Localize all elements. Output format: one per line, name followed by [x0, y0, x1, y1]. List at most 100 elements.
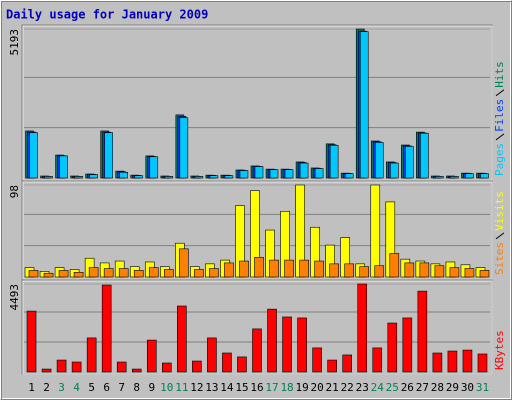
bar [148, 267, 159, 278]
bar [133, 270, 144, 278]
bar [252, 328, 262, 373]
x-tick-label: 9 [148, 381, 155, 394]
bar [207, 337, 217, 373]
y-tick-label: 98 [8, 185, 21, 198]
bar [432, 352, 443, 373]
bar [86, 337, 97, 373]
bar [420, 132, 429, 179]
bar [282, 316, 292, 373]
bar [299, 259, 309, 278]
x-tick-label: 29 [446, 381, 459, 394]
bar [254, 256, 264, 278]
x-tick-label: 18 [280, 381, 293, 394]
bar [119, 171, 129, 179]
x-tick-label: 8 [133, 381, 140, 394]
bar [370, 184, 381, 278]
bar [73, 272, 84, 278]
bar [299, 162, 309, 179]
x-tick-label: 13 [205, 381, 218, 394]
bar [224, 262, 234, 278]
x-tick-label: 17 [265, 381, 278, 394]
bar [329, 263, 339, 278]
bar [103, 268, 114, 278]
bar [29, 132, 38, 179]
legend-label: Sites [493, 242, 506, 275]
bar [177, 305, 187, 373]
bar [89, 174, 98, 179]
x-tick-label: 15 [235, 381, 248, 394]
bar [372, 347, 383, 373]
bar [329, 144, 339, 179]
bar [116, 361, 127, 373]
bar [344, 263, 354, 278]
bar [41, 368, 52, 373]
bar [74, 176, 83, 179]
bar [327, 359, 337, 373]
bar [164, 176, 174, 179]
x-tick-label: 24 [371, 381, 385, 394]
bar [479, 270, 490, 278]
x-tick-label: 5 [88, 381, 95, 394]
bar [389, 162, 399, 179]
bar [284, 169, 294, 179]
x-tick-label: 2 [43, 381, 50, 394]
x-tick-label: 23 [356, 381, 369, 394]
bar [239, 260, 249, 278]
bar [389, 253, 400, 278]
bar [209, 175, 219, 179]
x-tick-label: 20 [311, 381, 324, 394]
bar [344, 173, 354, 179]
bar [44, 176, 53, 179]
legend-label: Files [493, 99, 506, 132]
bar [267, 308, 277, 373]
bar [434, 265, 445, 278]
x-tick-label: 25 [386, 381, 399, 394]
bar [477, 353, 488, 373]
bar [118, 268, 129, 278]
bar [224, 175, 234, 179]
x-tick-label: 6 [103, 381, 110, 394]
x-tick-label: 14 [220, 381, 234, 394]
bar [28, 270, 39, 278]
bar [134, 175, 144, 179]
bar [179, 117, 189, 179]
bar [465, 173, 474, 179]
bar [58, 270, 69, 278]
bar [449, 267, 460, 278]
x-tick-label: 19 [295, 381, 308, 394]
bar [450, 176, 459, 179]
bar [194, 176, 204, 179]
x-tick-label: 26 [401, 381, 414, 394]
bar [297, 317, 307, 373]
legend-separator [495, 232, 505, 240]
bar [314, 260, 324, 278]
bar [374, 265, 385, 278]
bar [162, 362, 172, 373]
legend-separator [495, 89, 505, 97]
x-tick-label: 16 [250, 381, 263, 394]
x-tick-label: 10 [160, 381, 173, 394]
bar [464, 268, 475, 278]
y-tick-label: 4493 [8, 284, 21, 311]
bar [59, 155, 68, 179]
legend-label: KBytes [493, 330, 506, 370]
bar [447, 350, 458, 373]
bar [417, 290, 428, 373]
x-tick-label: 21 [326, 381, 339, 394]
bar [164, 269, 174, 278]
bar [104, 132, 113, 179]
bar [269, 169, 279, 179]
legend-label: Hits [493, 61, 506, 88]
bar [192, 360, 202, 373]
x-tick-label: 28 [431, 381, 444, 394]
bar [179, 248, 189, 278]
bar [359, 266, 370, 278]
bar [404, 262, 415, 278]
bar [209, 268, 219, 278]
legend-label: Pages [493, 143, 506, 176]
bar [56, 359, 67, 373]
bar [312, 347, 322, 373]
x-tick-label: 7 [118, 381, 125, 394]
bar [462, 349, 473, 373]
